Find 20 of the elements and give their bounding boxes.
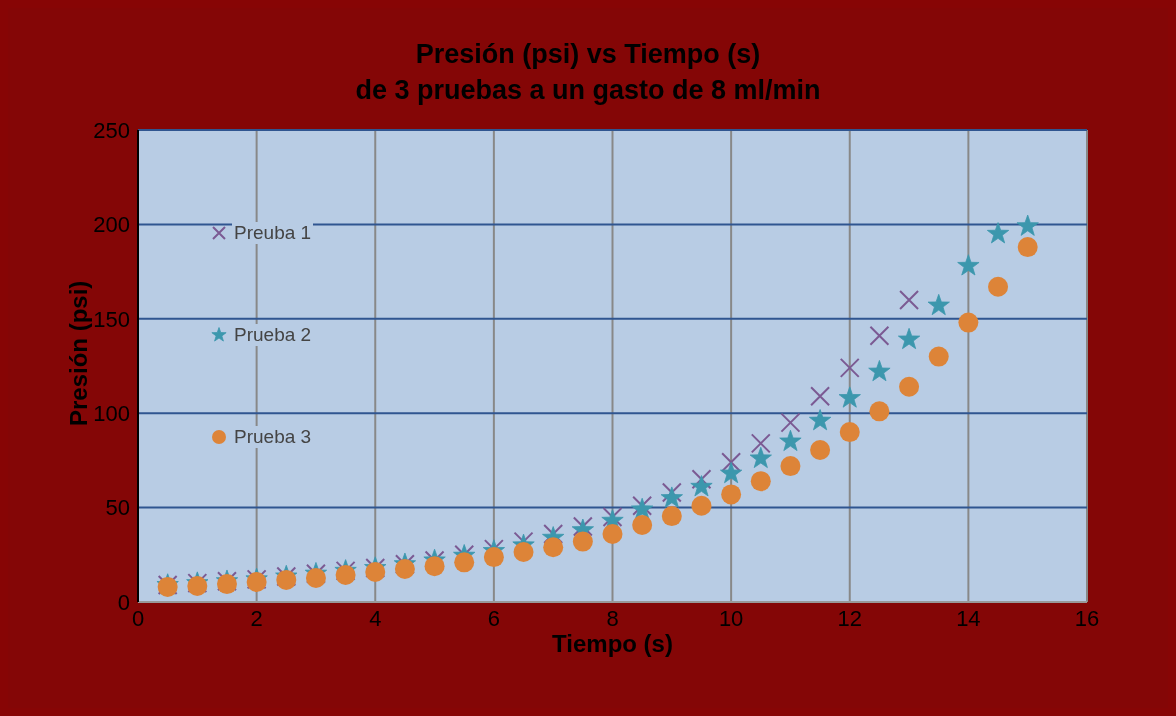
x-tick-label: 2 (250, 605, 263, 631)
legend-label: Prueba 2 (232, 324, 314, 346)
x-axis-title: Tiempo (s) (552, 630, 673, 657)
x-tick-label: 16 (1074, 605, 1100, 631)
x-tick-label: 12 (837, 605, 862, 631)
x-tick-label: 6 (487, 605, 500, 631)
y-tick-label: 100 (93, 401, 130, 427)
x-tick-label: 8 (606, 605, 619, 631)
y-tick-label: 150 (93, 306, 130, 332)
y-tick-label: 250 (93, 117, 130, 143)
x-tick-label: 10 (718, 605, 744, 631)
y-tick-label: 200 (93, 212, 130, 238)
y-tick-label: 50 (105, 495, 130, 521)
y-tick-label: 0 (117, 589, 130, 615)
x-tick-label: 14 (956, 605, 981, 631)
legend-label: Prueba 3 (232, 426, 314, 448)
chart-title: Presión (psi) vs Tiempo (s) de 3 pruebas a un gasto de 8 ml/min (354, 38, 822, 107)
y-axis-title: Presión (psi) (64, 280, 92, 426)
x-tick-label: 4 (369, 605, 382, 631)
legend-label: Preuba 1 (232, 222, 314, 244)
